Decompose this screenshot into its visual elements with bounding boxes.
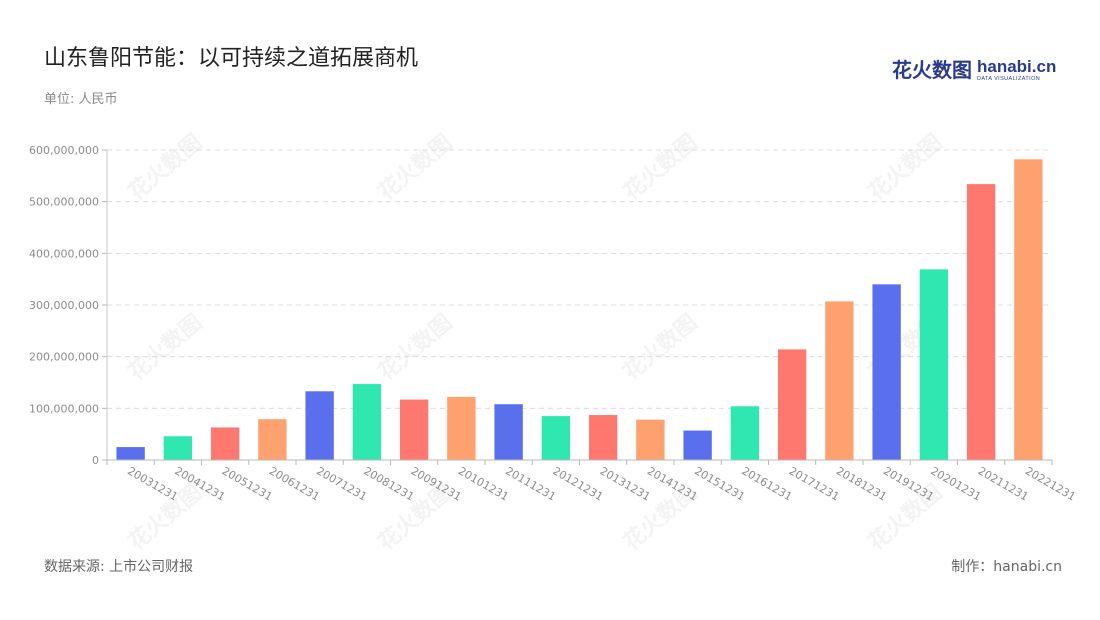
- logo-english-block: hanabi.cn DATA VISUALIZATION: [977, 58, 1056, 83]
- bar-20221231: [1014, 159, 1043, 461]
- bar-20081231: [352, 384, 382, 460]
- x-tick-label: 20221231: [1023, 464, 1078, 503]
- x-tick-label: 20181231: [834, 464, 889, 503]
- brand-logo: 花火数图 hanabi.cn DATA VISUALIZATION: [892, 58, 1056, 83]
- x-tick-label: 20091231: [409, 464, 464, 503]
- y-tick-label: 500,000,000: [29, 196, 99, 209]
- y-tick-label: 0: [92, 454, 99, 467]
- x-tick-label: 20201231: [928, 464, 983, 503]
- bar-20151231: [683, 430, 712, 460]
- y-tick-label: 100,000,000: [29, 402, 99, 415]
- x-tick-label: 20171231: [787, 464, 842, 503]
- x-tick-label: 20211231: [976, 464, 1031, 503]
- bar-20191231: [872, 284, 901, 460]
- bar-20031231: [116, 447, 145, 460]
- x-tick-label: 20191231: [881, 464, 936, 503]
- gridlines: [107, 149, 1052, 409]
- unit-label: 单位: 人民币: [44, 92, 118, 107]
- x-tick-label: 20111231: [503, 464, 558, 503]
- x-tick-label: 20031231: [125, 464, 180, 503]
- bar-20101231: [447, 396, 476, 460]
- bar-20071231: [305, 391, 334, 460]
- bars: [116, 159, 1043, 461]
- bar-20091231: [399, 399, 429, 460]
- bar-20061231: [258, 419, 287, 460]
- bar-20111231: [494, 404, 523, 460]
- maker-credit: 制作：hanabi.cn: [951, 559, 1062, 575]
- x-tick-label: 20161231: [739, 464, 794, 503]
- x-tick-label: 20101231: [456, 464, 511, 503]
- x-tick-label: 20121231: [550, 464, 605, 503]
- y-axis: 0 100,000,000 200,000,000 300,000,000 400,00…: [29, 144, 108, 467]
- bar-20201231: [919, 269, 949, 460]
- bar-20161231: [730, 406, 760, 460]
- logo-chinese-text: 花火数图: [892, 58, 972, 82]
- data-source: 数据来源: 上市公司财报: [44, 559, 194, 575]
- x-tick-label: 20061231: [267, 464, 322, 503]
- x-axis: 2003123120041231200512312006123120071231…: [106, 459, 1078, 504]
- bar-20041231: [163, 436, 193, 460]
- bar-20051231: [210, 427, 240, 460]
- x-tick-label: 20081231: [361, 464, 416, 503]
- bar-20211231: [966, 184, 996, 460]
- bar-20141231: [636, 419, 665, 460]
- logo-subtitle: DATA VISUALIZATION: [977, 76, 1041, 82]
- x-tick-label: 20051231: [220, 464, 275, 503]
- x-tick-label: 20141231: [645, 464, 700, 503]
- x-tick-label: 20071231: [314, 464, 369, 503]
- chart-title: 山东鲁阳节能：以可持续之道拓展商机: [44, 46, 419, 71]
- x-tick-label: 20131231: [598, 464, 653, 503]
- y-tick-label: 200,000,000: [29, 351, 99, 364]
- bar-20181231: [825, 301, 854, 460]
- y-tick-label: 600,000,000: [29, 144, 99, 157]
- logo-english-text: hanabi.cn: [977, 57, 1057, 76]
- bar-20131231: [588, 415, 618, 460]
- bar-20171231: [777, 349, 807, 460]
- y-tick-label: 300,000,000: [29, 299, 99, 312]
- bar-20121231: [541, 416, 571, 460]
- x-tick-label: 20151231: [692, 464, 747, 503]
- y-tick-label: 400,000,000: [29, 247, 99, 260]
- x-tick-label: 20041231: [172, 464, 227, 503]
